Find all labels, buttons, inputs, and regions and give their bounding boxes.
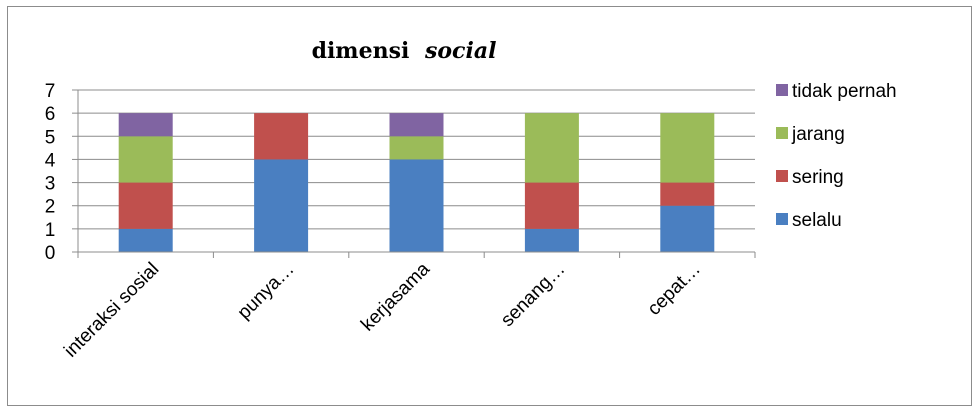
bars [118, 113, 715, 252]
x-category-label: punya… [234, 259, 299, 324]
bar-segment-tidak-pernah [389, 113, 444, 137]
y-tick-label: 2 [45, 197, 56, 218]
bar-segment-jarang [660, 113, 715, 183]
chart-title-italic: social [424, 38, 496, 64]
y-tick-label: 3 [45, 174, 56, 195]
legend-swatch [776, 170, 788, 182]
chart-title-main: dimensi [312, 38, 410, 64]
bar-segment-tidak-pernah [118, 113, 173, 137]
y-tick-label: 1 [45, 220, 56, 241]
legend-swatch [776, 84, 788, 96]
y-tick-label: 0 [45, 243, 56, 264]
y-tick-label: 4 [45, 150, 56, 171]
x-category-label: cepat… [644, 259, 705, 320]
x-category-labels: interaksi sosial punya… kerjasama senang… ce… [60, 258, 705, 361]
legend-swatch [776, 127, 788, 139]
chart-title: dimensi social [312, 38, 497, 64]
x-category-label: kerjasama [357, 258, 434, 335]
legend-label: selalu [792, 210, 842, 231]
bar-segment-selalu [118, 228, 173, 252]
bar-segment-selalu [389, 159, 444, 252]
y-tick-label: 6 [45, 104, 56, 125]
bar-segment-jarang [389, 136, 444, 160]
bar-segment-selalu [254, 159, 309, 252]
bar-segment-sering [254, 113, 309, 160]
bar-segment-sering [118, 182, 173, 229]
bar-segment-selalu [524, 228, 579, 252]
y-tick-label: 7 [45, 81, 56, 102]
legend-label: jarang [791, 124, 845, 145]
axes [77, 90, 756, 258]
bar-segment-jarang [524, 113, 579, 183]
y-tick-label: 5 [45, 127, 56, 148]
bar-segment-selalu [660, 205, 715, 252]
legend-label: sering [792, 167, 844, 188]
x-category-label: interaksi sosial [60, 259, 163, 362]
legend-label: tidak pernah [792, 81, 897, 102]
x-category-label: senang… [497, 259, 569, 331]
legend: tidak pernah jarang sering selalu [776, 81, 897, 231]
legend-swatch [776, 213, 788, 225]
bar-segment-jarang [118, 136, 173, 183]
bar-segment-sering [524, 182, 579, 229]
bar-segment-sering [660, 182, 715, 206]
